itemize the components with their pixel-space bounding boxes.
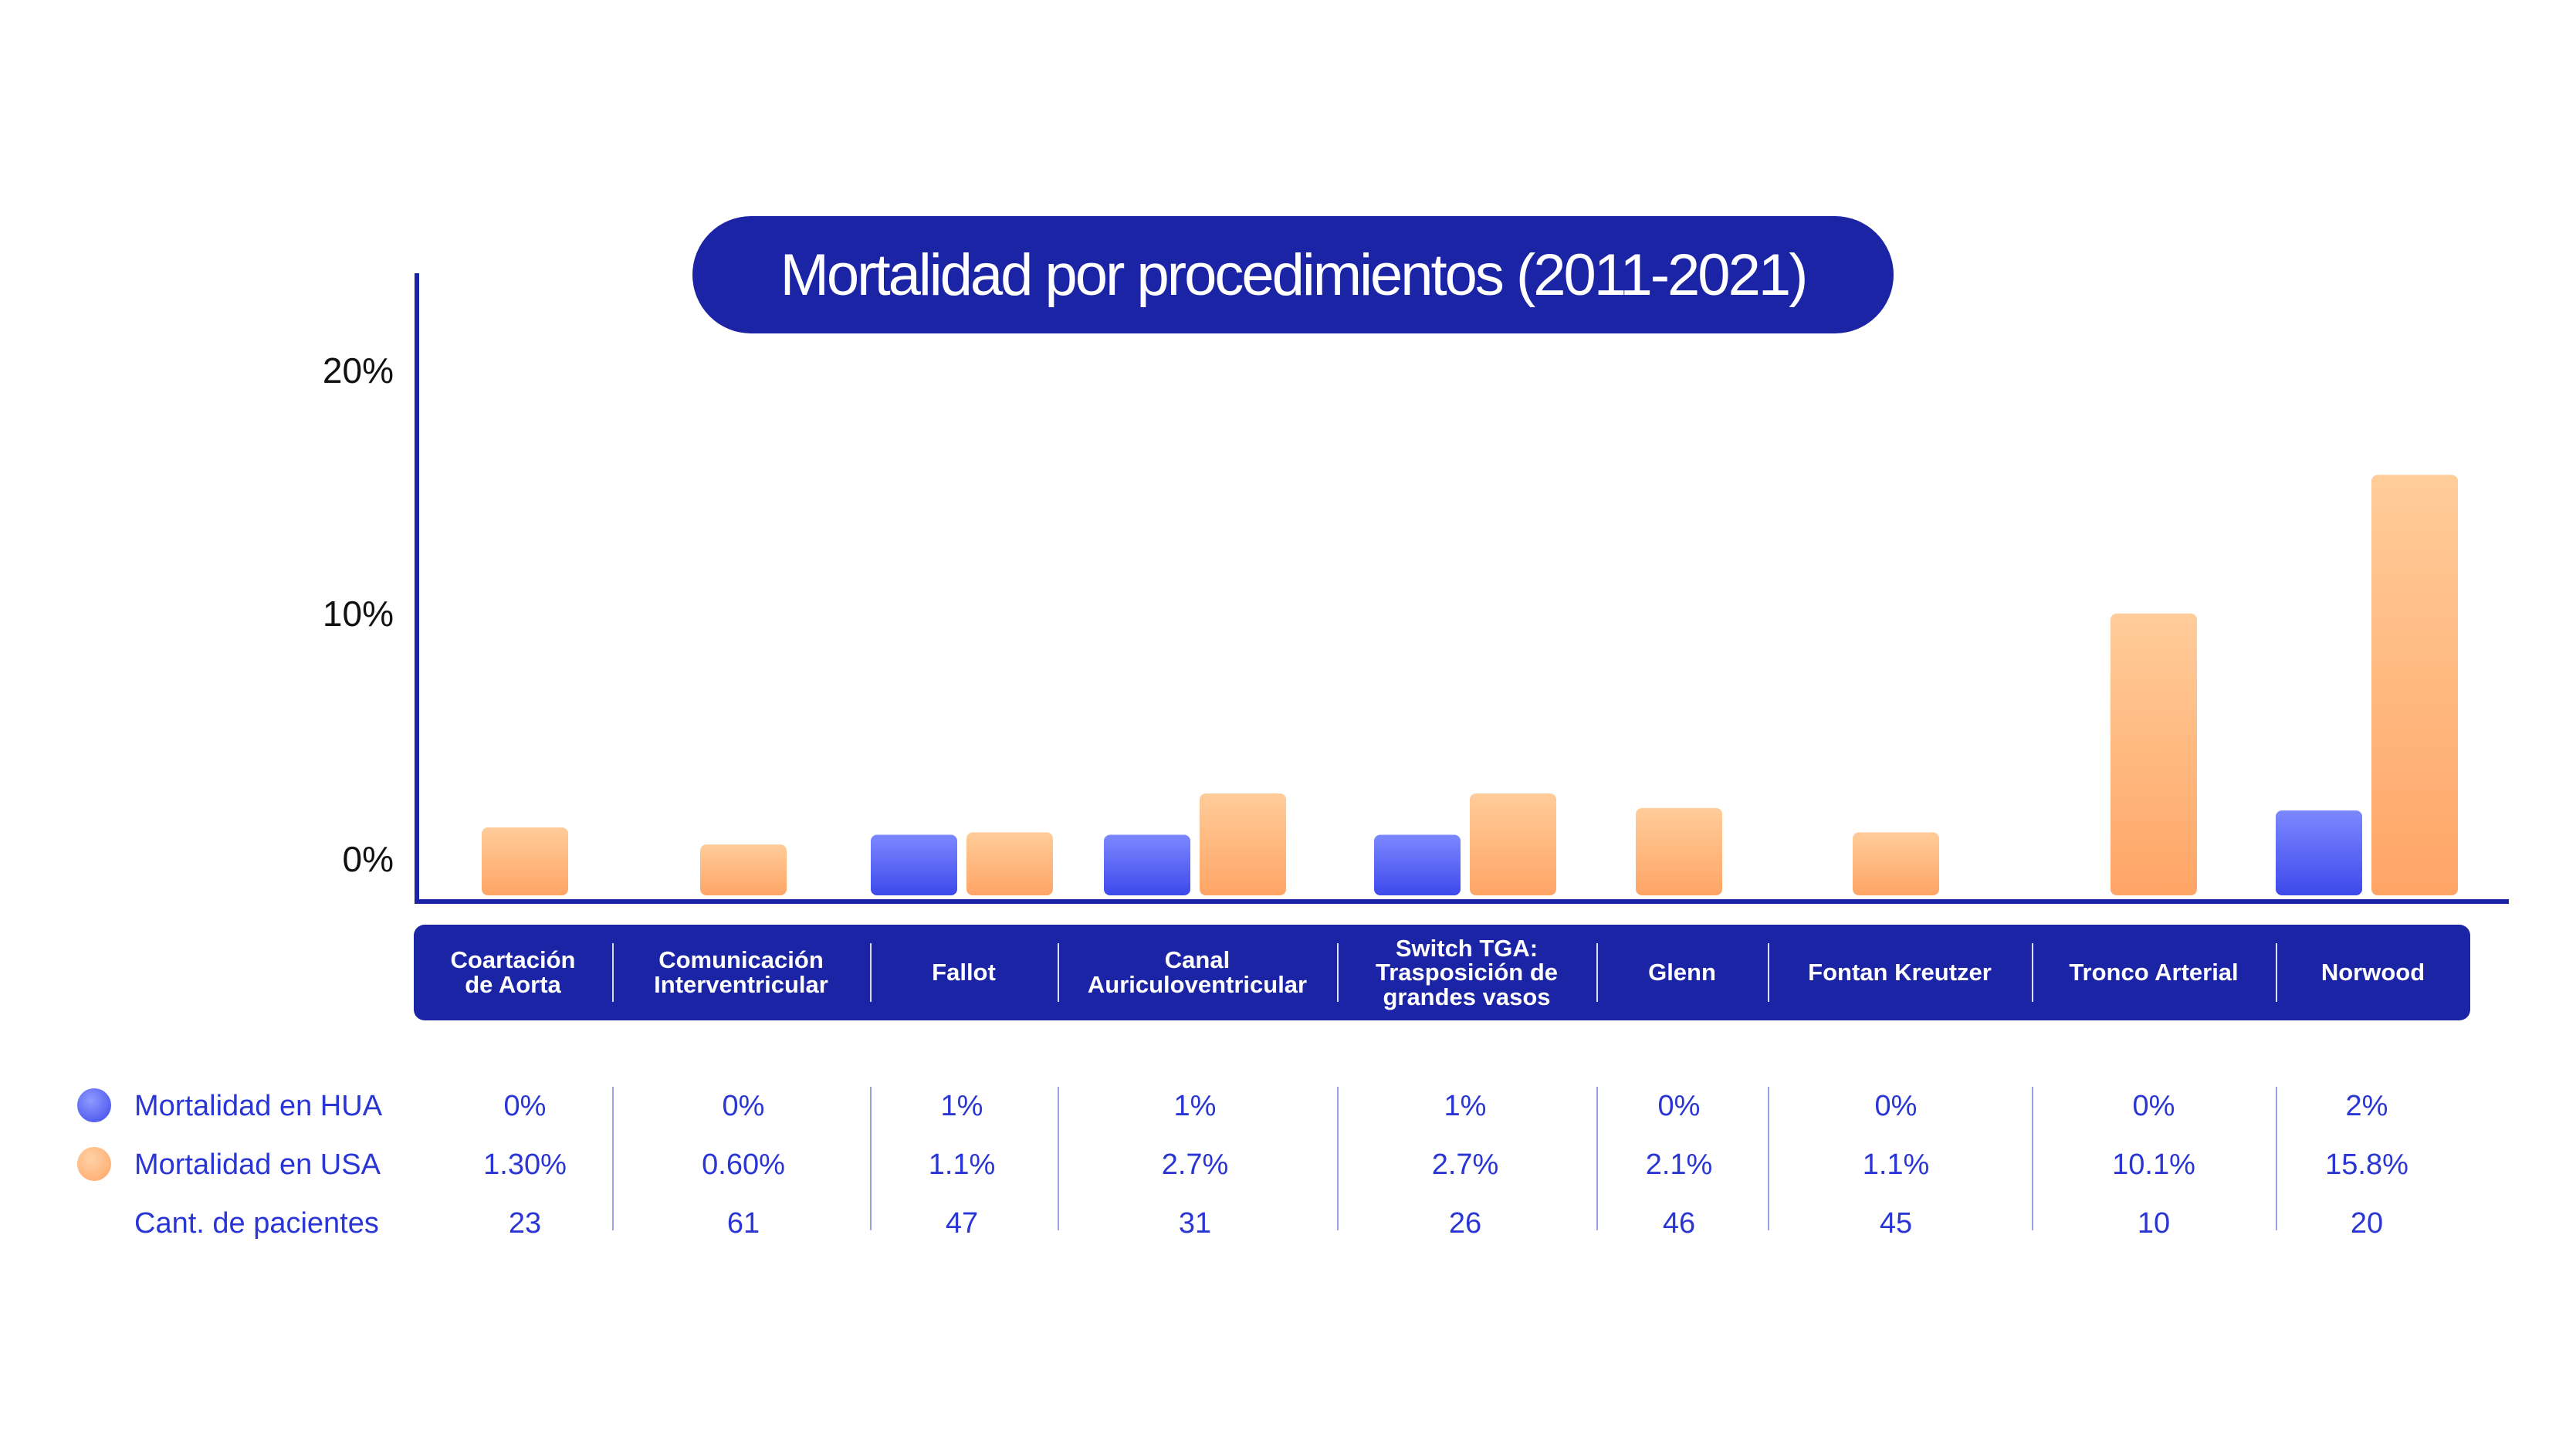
category-label: Glenn	[1648, 959, 1716, 986]
patients-value-cell: 20	[2350, 1207, 2384, 1240]
category-label: Switch TGA: Trasposición de grandes vaso…	[1375, 934, 1558, 1010]
bar-hua	[1374, 834, 1461, 895]
category-label: Tronco Arterial	[2069, 959, 2239, 986]
y-tick-label: 10%	[322, 594, 394, 634]
patients-value-cell: 47	[945, 1207, 979, 1240]
hua-value-cell: 1%	[1173, 1090, 1217, 1122]
category-label: Comunicación Interventricular	[654, 946, 828, 998]
patients-value-cell: 46	[1662, 1207, 1696, 1240]
patients-value-cell: 23	[508, 1207, 542, 1240]
bar-usa	[1470, 793, 1556, 895]
category-divider	[1058, 943, 1059, 1002]
category-band	[414, 925, 2470, 1020]
table-column-divider	[1596, 1087, 1598, 1230]
usa-value-cell: 2.1%	[1645, 1149, 1713, 1181]
usa-value-cell: 2.7%	[1431, 1149, 1499, 1181]
table-column-divider	[1058, 1087, 1059, 1230]
bar-usa	[2111, 613, 2197, 895]
hua-value-cell: 0%	[503, 1090, 547, 1122]
category-label: Canal Auriculoventricular	[1087, 946, 1308, 998]
usa-value-cell: 2.7%	[1161, 1149, 1229, 1181]
bar-usa	[700, 844, 787, 895]
table-column-divider	[1768, 1087, 1769, 1230]
category-divider	[1768, 943, 1769, 1002]
patients-value-cell: 31	[1178, 1207, 1212, 1240]
hua-value-cell: 0%	[1657, 1090, 1701, 1122]
patients-value-cell: 10	[2137, 1207, 2171, 1240]
bars-group	[482, 475, 2458, 895]
category-divider	[2276, 943, 2277, 1002]
bar-hua	[1104, 834, 1190, 895]
category-divider	[1596, 943, 1598, 1002]
hua-value-cell: 0%	[2132, 1090, 2175, 1122]
bar-usa	[1853, 832, 1939, 895]
bar-usa	[2371, 475, 2458, 895]
category-label: Coartación de Aorta	[450, 946, 576, 998]
hua-value-cell: 2%	[2345, 1090, 2388, 1122]
legend-usa-label: Mortalidad en USA	[134, 1149, 381, 1181]
legend-hua-dot	[77, 1088, 111, 1122]
usa-value-cell: 1.1%	[1862, 1149, 1930, 1181]
patients-value-cell: 61	[726, 1207, 760, 1240]
table-column-divider	[612, 1087, 614, 1230]
bar-hua	[2276, 810, 2362, 895]
category-label: Fontan Kreutzer	[1808, 959, 1992, 986]
hua-value-cell: 1%	[1444, 1090, 1487, 1122]
usa-value-cell: 10.1%	[2112, 1149, 2195, 1181]
bar-usa	[1200, 793, 1286, 895]
patients-row-label: Cant. de pacientes	[134, 1207, 379, 1240]
y-tick-label: 0%	[342, 839, 394, 879]
table-column-divider	[2032, 1087, 2033, 1230]
usa-value-cell: 0.60%	[702, 1149, 785, 1181]
hua-value-cell: 0%	[722, 1090, 765, 1122]
bar-usa	[482, 827, 568, 895]
bar-usa	[1636, 807, 1722, 895]
category-label: Norwood	[2320, 959, 2425, 986]
legend-hua-label: Mortalidad en HUA	[134, 1090, 383, 1122]
category-divider	[870, 943, 872, 1002]
usa-value-cell: 1.30%	[483, 1149, 567, 1181]
table-column-divider	[1337, 1087, 1339, 1230]
usa-value-cell: 15.8%	[2325, 1149, 2408, 1181]
category-divider	[1337, 943, 1339, 1002]
bar-usa	[966, 832, 1053, 895]
patients-value-cell: 45	[1879, 1207, 1913, 1240]
bar-hua	[871, 834, 957, 895]
chart-title: Mortalidad por procedimientos (2011-2021…	[692, 216, 1894, 333]
category-divider	[612, 943, 614, 1002]
category-label: Fallot	[932, 959, 996, 986]
legend-usa-dot	[77, 1147, 111, 1181]
y-tick-label: 20%	[322, 350, 394, 391]
category-divider	[2032, 943, 2033, 1002]
usa-value-cell: 1.1%	[928, 1149, 996, 1181]
hua-value-cell: 1%	[940, 1090, 983, 1122]
table-column-divider	[2276, 1087, 2277, 1230]
hua-value-cell: 0%	[1874, 1090, 1918, 1122]
patients-value-cell: 26	[1448, 1207, 1482, 1240]
table-column-divider	[870, 1087, 872, 1230]
